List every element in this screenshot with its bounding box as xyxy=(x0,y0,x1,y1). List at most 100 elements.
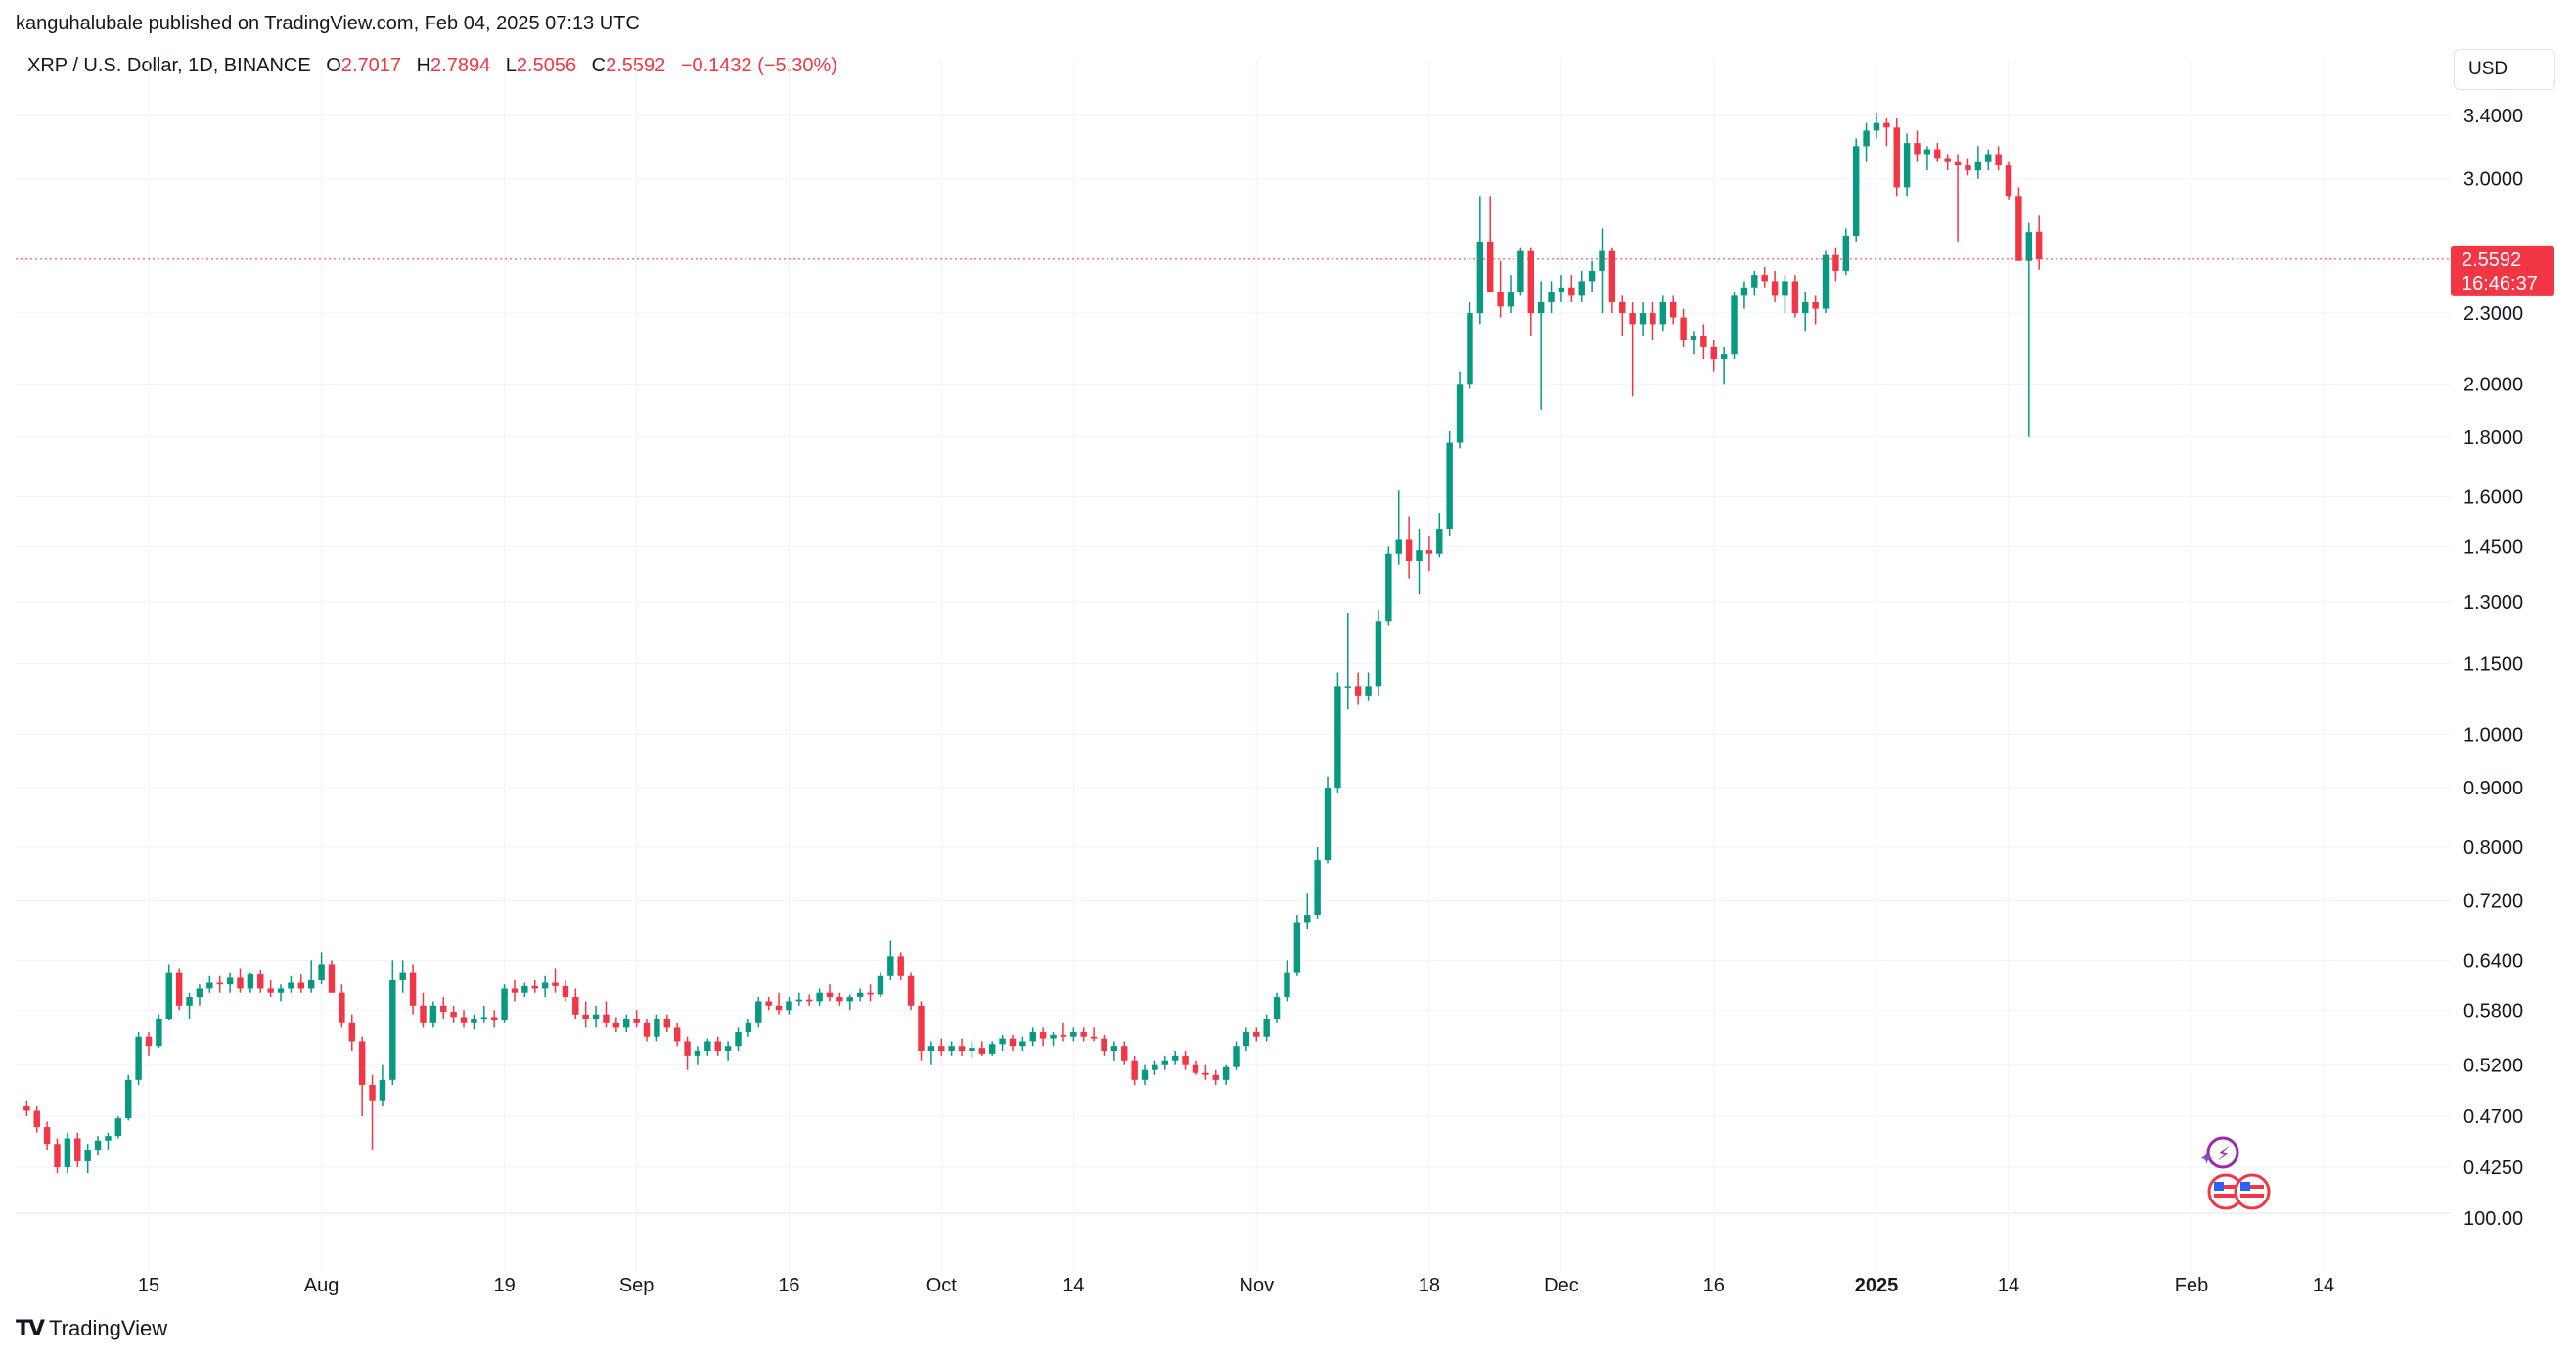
candle xyxy=(816,988,823,1006)
candle xyxy=(1293,915,1301,976)
candle-body xyxy=(714,1041,721,1052)
candle xyxy=(927,1041,935,1065)
candle xyxy=(1558,275,1565,302)
candle xyxy=(582,1001,589,1028)
candle xyxy=(867,984,874,1002)
candle-body xyxy=(2005,165,2012,197)
candle xyxy=(1812,295,1819,325)
candle-body xyxy=(23,1106,30,1111)
last-price-tag: 2.5592 16:46:37 xyxy=(2451,245,2554,296)
lightning-glyph-icon: ⚡ xyxy=(2217,1142,2231,1165)
candle-body xyxy=(1344,686,1352,688)
candle xyxy=(84,1144,91,1174)
candle-body xyxy=(450,1012,457,1018)
candle-body xyxy=(1273,997,1281,1019)
candle-body xyxy=(1751,275,1758,288)
candle-body xyxy=(969,1048,975,1052)
candle xyxy=(1222,1064,1230,1085)
candle-body xyxy=(918,1005,925,1052)
candle-body xyxy=(755,1001,762,1023)
candle-body xyxy=(958,1046,966,1052)
candle xyxy=(429,1001,437,1028)
y-tick-label: 0.4250 xyxy=(2463,1157,2523,1179)
candle-body xyxy=(1659,301,1667,325)
candle xyxy=(1995,146,2002,171)
candle xyxy=(633,1010,640,1028)
candle-body xyxy=(1090,1036,1098,1039)
x-tick-label: Feb xyxy=(2175,1275,2208,1296)
candle xyxy=(1934,143,1941,162)
tradingview-logo[interactable]: 𝗧𝗩 TradingView xyxy=(16,1316,167,1341)
candle-body xyxy=(84,1150,91,1161)
y-tick-label: 1.6000 xyxy=(2463,487,2523,509)
candle xyxy=(1375,610,1382,696)
candle xyxy=(1324,776,1332,864)
open-value: 2.7017 xyxy=(340,55,402,76)
candle xyxy=(64,1132,71,1174)
candle xyxy=(1497,260,1504,318)
candle-body xyxy=(135,1036,142,1080)
candle xyxy=(1284,960,1290,1002)
candle-body xyxy=(74,1138,81,1161)
candle xyxy=(1842,228,1850,276)
candle-body xyxy=(552,982,559,986)
candle-body xyxy=(2035,231,2043,259)
candle-body xyxy=(988,1044,996,1054)
candle-body xyxy=(1456,384,1464,443)
candle-body xyxy=(1507,292,1514,307)
candle-body xyxy=(654,1018,660,1037)
candle-body xyxy=(94,1140,102,1151)
candle-body xyxy=(1923,149,1931,155)
y-tick-label: 0.9000 xyxy=(2463,778,2523,799)
candle-body xyxy=(420,1005,427,1023)
event-markers[interactable]: ⚡ ✦ xyxy=(2199,1136,2271,1210)
candle-body xyxy=(684,1041,691,1056)
candle-body xyxy=(846,997,853,1002)
symbol-label[interactable]: XRP / U.S. Dollar, 1D, BINANCE xyxy=(27,55,311,76)
currency-button[interactable]: USD xyxy=(2454,49,2555,90)
candle xyxy=(1802,292,1809,332)
candle xyxy=(1761,266,1768,288)
candle xyxy=(1304,893,1311,930)
candle xyxy=(1233,1041,1240,1070)
candle xyxy=(1822,250,1830,314)
candle-body xyxy=(216,982,223,985)
candle-body xyxy=(856,992,864,998)
candle-body xyxy=(1731,295,1738,355)
candle-body xyxy=(196,988,203,998)
candle-body xyxy=(1771,281,1779,296)
y-tick-label: 0.4700 xyxy=(2463,1107,2523,1128)
candle xyxy=(1202,1064,1209,1080)
candle-body xyxy=(816,992,823,1002)
candle-body xyxy=(663,1018,671,1028)
candle xyxy=(33,1106,40,1133)
candle-body xyxy=(1467,313,1473,385)
candle xyxy=(1659,295,1667,332)
candle-body xyxy=(409,972,417,1006)
candle xyxy=(1314,847,1321,919)
candle xyxy=(2005,161,2012,200)
open-key: O xyxy=(326,55,341,76)
candle-body xyxy=(1578,281,1585,296)
candle xyxy=(623,1014,630,1033)
candle xyxy=(1060,1022,1067,1042)
candle-body xyxy=(836,997,843,1002)
candle-body xyxy=(297,982,305,989)
candle xyxy=(907,972,915,1011)
candle xyxy=(156,1014,162,1049)
candle xyxy=(765,997,772,1011)
candle-body xyxy=(1588,270,1596,282)
candle xyxy=(856,988,864,1002)
low-key: L xyxy=(505,55,517,76)
candle-body xyxy=(1009,1038,1017,1047)
candle-body xyxy=(339,992,345,1023)
high-key: H xyxy=(416,55,431,76)
candle-body xyxy=(1192,1064,1199,1073)
candle xyxy=(724,1041,732,1061)
candle-body xyxy=(1782,281,1788,296)
candle xyxy=(247,972,254,993)
candle xyxy=(1101,1034,1107,1056)
candle xyxy=(999,1034,1006,1052)
candle-body xyxy=(288,982,294,989)
